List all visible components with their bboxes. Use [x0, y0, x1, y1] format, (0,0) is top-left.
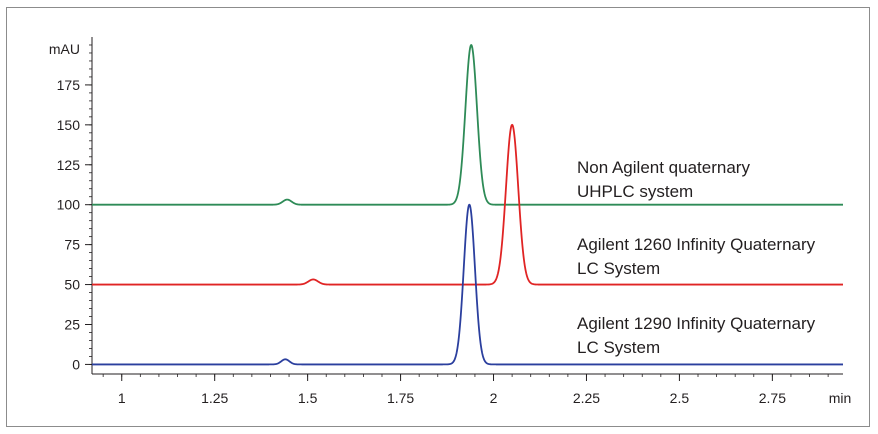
y-tick-label: 100 [57, 197, 81, 213]
y-tick-label: 75 [64, 237, 80, 253]
x-tick-label: 1 [118, 390, 126, 406]
y-tick-label: 50 [64, 277, 80, 293]
x-tick-label: 1.5 [298, 390, 318, 406]
series-label-2: Agilent 1260 Infinity Quaternary [577, 235, 816, 254]
x-tick-label: 2 [490, 390, 498, 406]
trace-2 [91, 123, 844, 286]
series-label-2: LC System [577, 259, 660, 278]
y-tick-label: 25 [64, 316, 80, 332]
series-label-3: Agilent 1290 Infinity Quaternary [577, 314, 816, 333]
labels: Non Agilent quaternary UHPLC system Agilen… [577, 158, 816, 357]
trace-1 [91, 44, 844, 206]
x-tick-label: 2.25 [573, 390, 600, 406]
y-tick-label: 125 [57, 157, 81, 173]
series-label-3: LC System [577, 338, 660, 357]
traces [91, 44, 844, 366]
x-axis-label: min [829, 390, 852, 406]
x-tick-label: 2.75 [759, 390, 786, 406]
x-tick-label: 1.75 [387, 390, 414, 406]
x-tick-label: 1.25 [201, 390, 228, 406]
chart-frame [6, 7, 870, 427]
y-tick-label: 150 [57, 117, 81, 133]
y-tick-label: 0 [72, 356, 80, 372]
y-tick-label: 175 [57, 77, 81, 93]
trace-3 [91, 203, 844, 366]
y-axis-label: mAU [49, 41, 80, 57]
series-label-1: Non Agilent quaternary [577, 158, 750, 177]
series-label-1: UHPLC system [577, 182, 693, 201]
x-tick-label: 2.5 [670, 390, 690, 406]
axes: 0 25 50 75 100 125 150 175 mAU 1 1.25 1.5 1.75 2 2.25 2… [49, 37, 851, 406]
